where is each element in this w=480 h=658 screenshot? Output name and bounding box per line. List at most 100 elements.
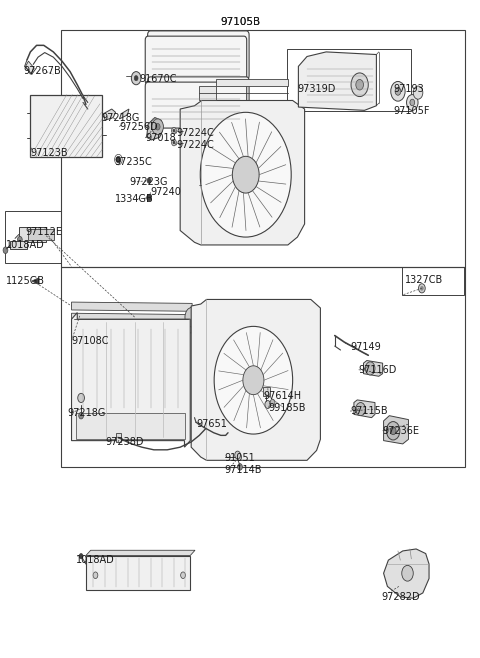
Polygon shape [199, 86, 216, 101]
Polygon shape [28, 229, 54, 240]
Circle shape [402, 565, 413, 581]
Circle shape [356, 80, 363, 90]
Circle shape [407, 95, 418, 111]
Text: 97651: 97651 [196, 419, 227, 429]
Circle shape [173, 130, 175, 132]
Circle shape [351, 73, 368, 97]
Bar [402, 266, 464, 295]
Circle shape [365, 362, 375, 375]
Polygon shape [299, 52, 376, 111]
Polygon shape [116, 433, 121, 442]
Circle shape [356, 403, 365, 416]
Polygon shape [10, 241, 27, 249]
Text: 99185B: 99185B [269, 403, 306, 413]
Polygon shape [104, 109, 116, 120]
Polygon shape [120, 109, 129, 119]
Polygon shape [180, 101, 305, 245]
Text: 97240: 97240 [151, 188, 181, 197]
Text: 97223G: 97223G [129, 177, 168, 187]
Circle shape [79, 413, 84, 419]
Circle shape [413, 86, 423, 99]
FancyBboxPatch shape [148, 77, 249, 123]
Polygon shape [384, 416, 408, 444]
Circle shape [243, 366, 264, 395]
Circle shape [214, 326, 293, 434]
Text: 97115B: 97115B [350, 406, 388, 416]
Circle shape [232, 157, 259, 193]
Circle shape [132, 72, 141, 85]
Text: 97018: 97018 [145, 133, 176, 143]
Text: 97193: 97193 [393, 84, 424, 94]
FancyBboxPatch shape [145, 82, 247, 128]
Circle shape [185, 307, 199, 327]
Text: 1334GB: 1334GB [115, 194, 153, 204]
Circle shape [200, 113, 291, 237]
Text: 91670C: 91670C [140, 74, 177, 84]
Circle shape [173, 141, 175, 144]
Text: 97614H: 97614H [263, 391, 301, 401]
Circle shape [134, 76, 138, 81]
Text: 97108C: 97108C [72, 336, 109, 346]
Circle shape [93, 572, 98, 578]
Polygon shape [354, 400, 375, 418]
Text: 97238D: 97238D [105, 437, 144, 447]
Circle shape [180, 572, 185, 578]
Circle shape [171, 139, 176, 146]
Bar [60, 266, 465, 467]
Circle shape [420, 286, 423, 290]
Text: 97114B: 97114B [225, 465, 262, 474]
Polygon shape [72, 324, 192, 333]
Text: 97236E: 97236E [383, 426, 420, 436]
Polygon shape [72, 302, 192, 311]
Circle shape [270, 399, 275, 406]
FancyBboxPatch shape [148, 31, 249, 80]
Text: 97224C: 97224C [177, 128, 215, 138]
Circle shape [171, 128, 176, 134]
Polygon shape [216, 80, 288, 86]
Text: 97224C: 97224C [177, 140, 215, 150]
Polygon shape [86, 555, 190, 590]
Text: 97105F: 97105F [393, 106, 430, 116]
Circle shape [156, 124, 160, 130]
Text: 97319D: 97319D [298, 84, 336, 94]
Text: 97218G: 97218G [68, 408, 106, 418]
Circle shape [390, 427, 396, 435]
Bar [30, 95, 102, 157]
Bar [287, 49, 411, 111]
Text: 97267B: 97267B [24, 66, 61, 76]
Circle shape [152, 119, 163, 135]
Polygon shape [19, 226, 46, 242]
Circle shape [147, 194, 152, 201]
Polygon shape [72, 313, 192, 322]
Polygon shape [72, 313, 190, 447]
Bar [60, 30, 465, 266]
FancyBboxPatch shape [145, 36, 247, 85]
Text: 97112E: 97112E [25, 228, 62, 238]
Circle shape [410, 99, 415, 106]
Circle shape [386, 422, 400, 440]
Circle shape [235, 451, 240, 459]
Text: 1018AD: 1018AD [76, 555, 115, 565]
Text: 97123B: 97123B [30, 148, 68, 158]
Polygon shape [363, 361, 383, 376]
Text: 1327CB: 1327CB [405, 275, 444, 285]
Text: 97116D: 97116D [359, 365, 397, 374]
Circle shape [79, 553, 83, 559]
Text: 97235C: 97235C [115, 157, 152, 167]
Polygon shape [263, 387, 270, 396]
Polygon shape [384, 549, 429, 598]
Text: 97256D: 97256D [120, 122, 158, 132]
Polygon shape [191, 299, 321, 461]
Text: 1125GB: 1125GB [5, 276, 45, 286]
Polygon shape [86, 550, 195, 555]
Polygon shape [32, 278, 39, 284]
Text: 97282D: 97282D [381, 592, 420, 602]
Polygon shape [147, 118, 162, 140]
Text: 97105B: 97105B [220, 16, 260, 27]
Text: 91051: 91051 [225, 453, 255, 463]
Bar [76, 413, 185, 440]
Bar [5, 211, 60, 263]
Text: 97105B: 97105B [220, 16, 260, 27]
Circle shape [238, 464, 242, 470]
Text: 97149: 97149 [350, 342, 381, 353]
